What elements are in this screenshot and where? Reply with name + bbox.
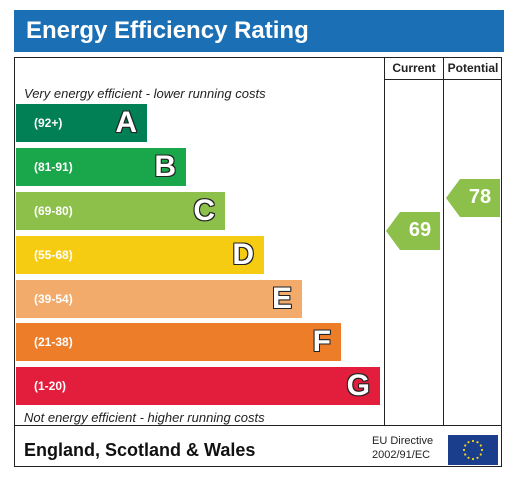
band-range-b: (81-91) [34,160,73,174]
eu-star-icon [476,441,479,444]
band-range-a: (92+) [34,116,63,130]
eu-flag-icon [448,435,498,465]
footer-country: England, Scotland & Wales [24,440,256,460]
band-letter-d: D [232,238,254,271]
title-bar: Energy Efficiency Rating [14,10,504,52]
band-d: (55-68) D [16,236,264,274]
eu-star-icon [471,457,475,461]
band-c: (69-80) C [16,192,225,230]
band-b: (81-91) B [16,148,186,186]
eu-directive-line2: 2002/91/EC [372,449,431,461]
band-range-f: (21-38) [34,335,73,349]
band-letter-a: A [115,106,137,139]
eu-star-icon [464,444,467,447]
band-letter-c: C [193,194,215,227]
eu-star-icon [480,448,484,452]
band-e: (39-54) E [16,280,302,318]
current-rating-arrow: 69 [386,212,440,250]
band-range-c: (69-80) [34,204,73,218]
eu-star-icon [462,448,466,452]
eu-star-icon [479,453,482,456]
band-letter-g: G [346,369,370,402]
current-rating-value: 69 [408,219,432,241]
band-letter-e: E [271,282,292,315]
eu-star-icon [471,439,475,443]
header-divider [384,79,502,80]
band-range-g: (1-20) [34,379,67,393]
potential-rating-arrow: 78 [446,179,500,217]
column-potential-header: Potential [447,61,499,75]
eu-directive-line1: EU Directive [372,435,434,447]
eu-star-icon [476,456,479,459]
footer-divider [14,425,502,426]
column-current-header: Current [392,61,436,75]
rating-frame [14,57,502,467]
band-g: (1-20) G [16,367,380,405]
band-range-d: (55-68) [34,248,73,262]
band-f: (21-38) F [16,323,341,361]
band-letter-b: B [154,150,176,183]
potential-rating-value: 78 [468,186,492,208]
band-letter-f: F [312,325,331,358]
note-inefficient: Not energy efficient - higher running co… [24,410,265,425]
divider-potential [443,57,444,425]
chart-title: Energy Efficiency Rating [26,17,309,44]
eu-star-icon [464,453,467,456]
eu-star-icon [467,456,470,459]
band-a: (92+) A [16,104,147,142]
eu-star-icon [479,444,482,447]
divider-current [384,57,385,425]
note-efficient: Very energy efficient - lower running co… [24,86,266,101]
eu-directive-text: EU Directive 2002/91/EC [372,434,433,462]
eu-star-icon [467,441,470,444]
band-range-e: (39-54) [34,292,73,306]
